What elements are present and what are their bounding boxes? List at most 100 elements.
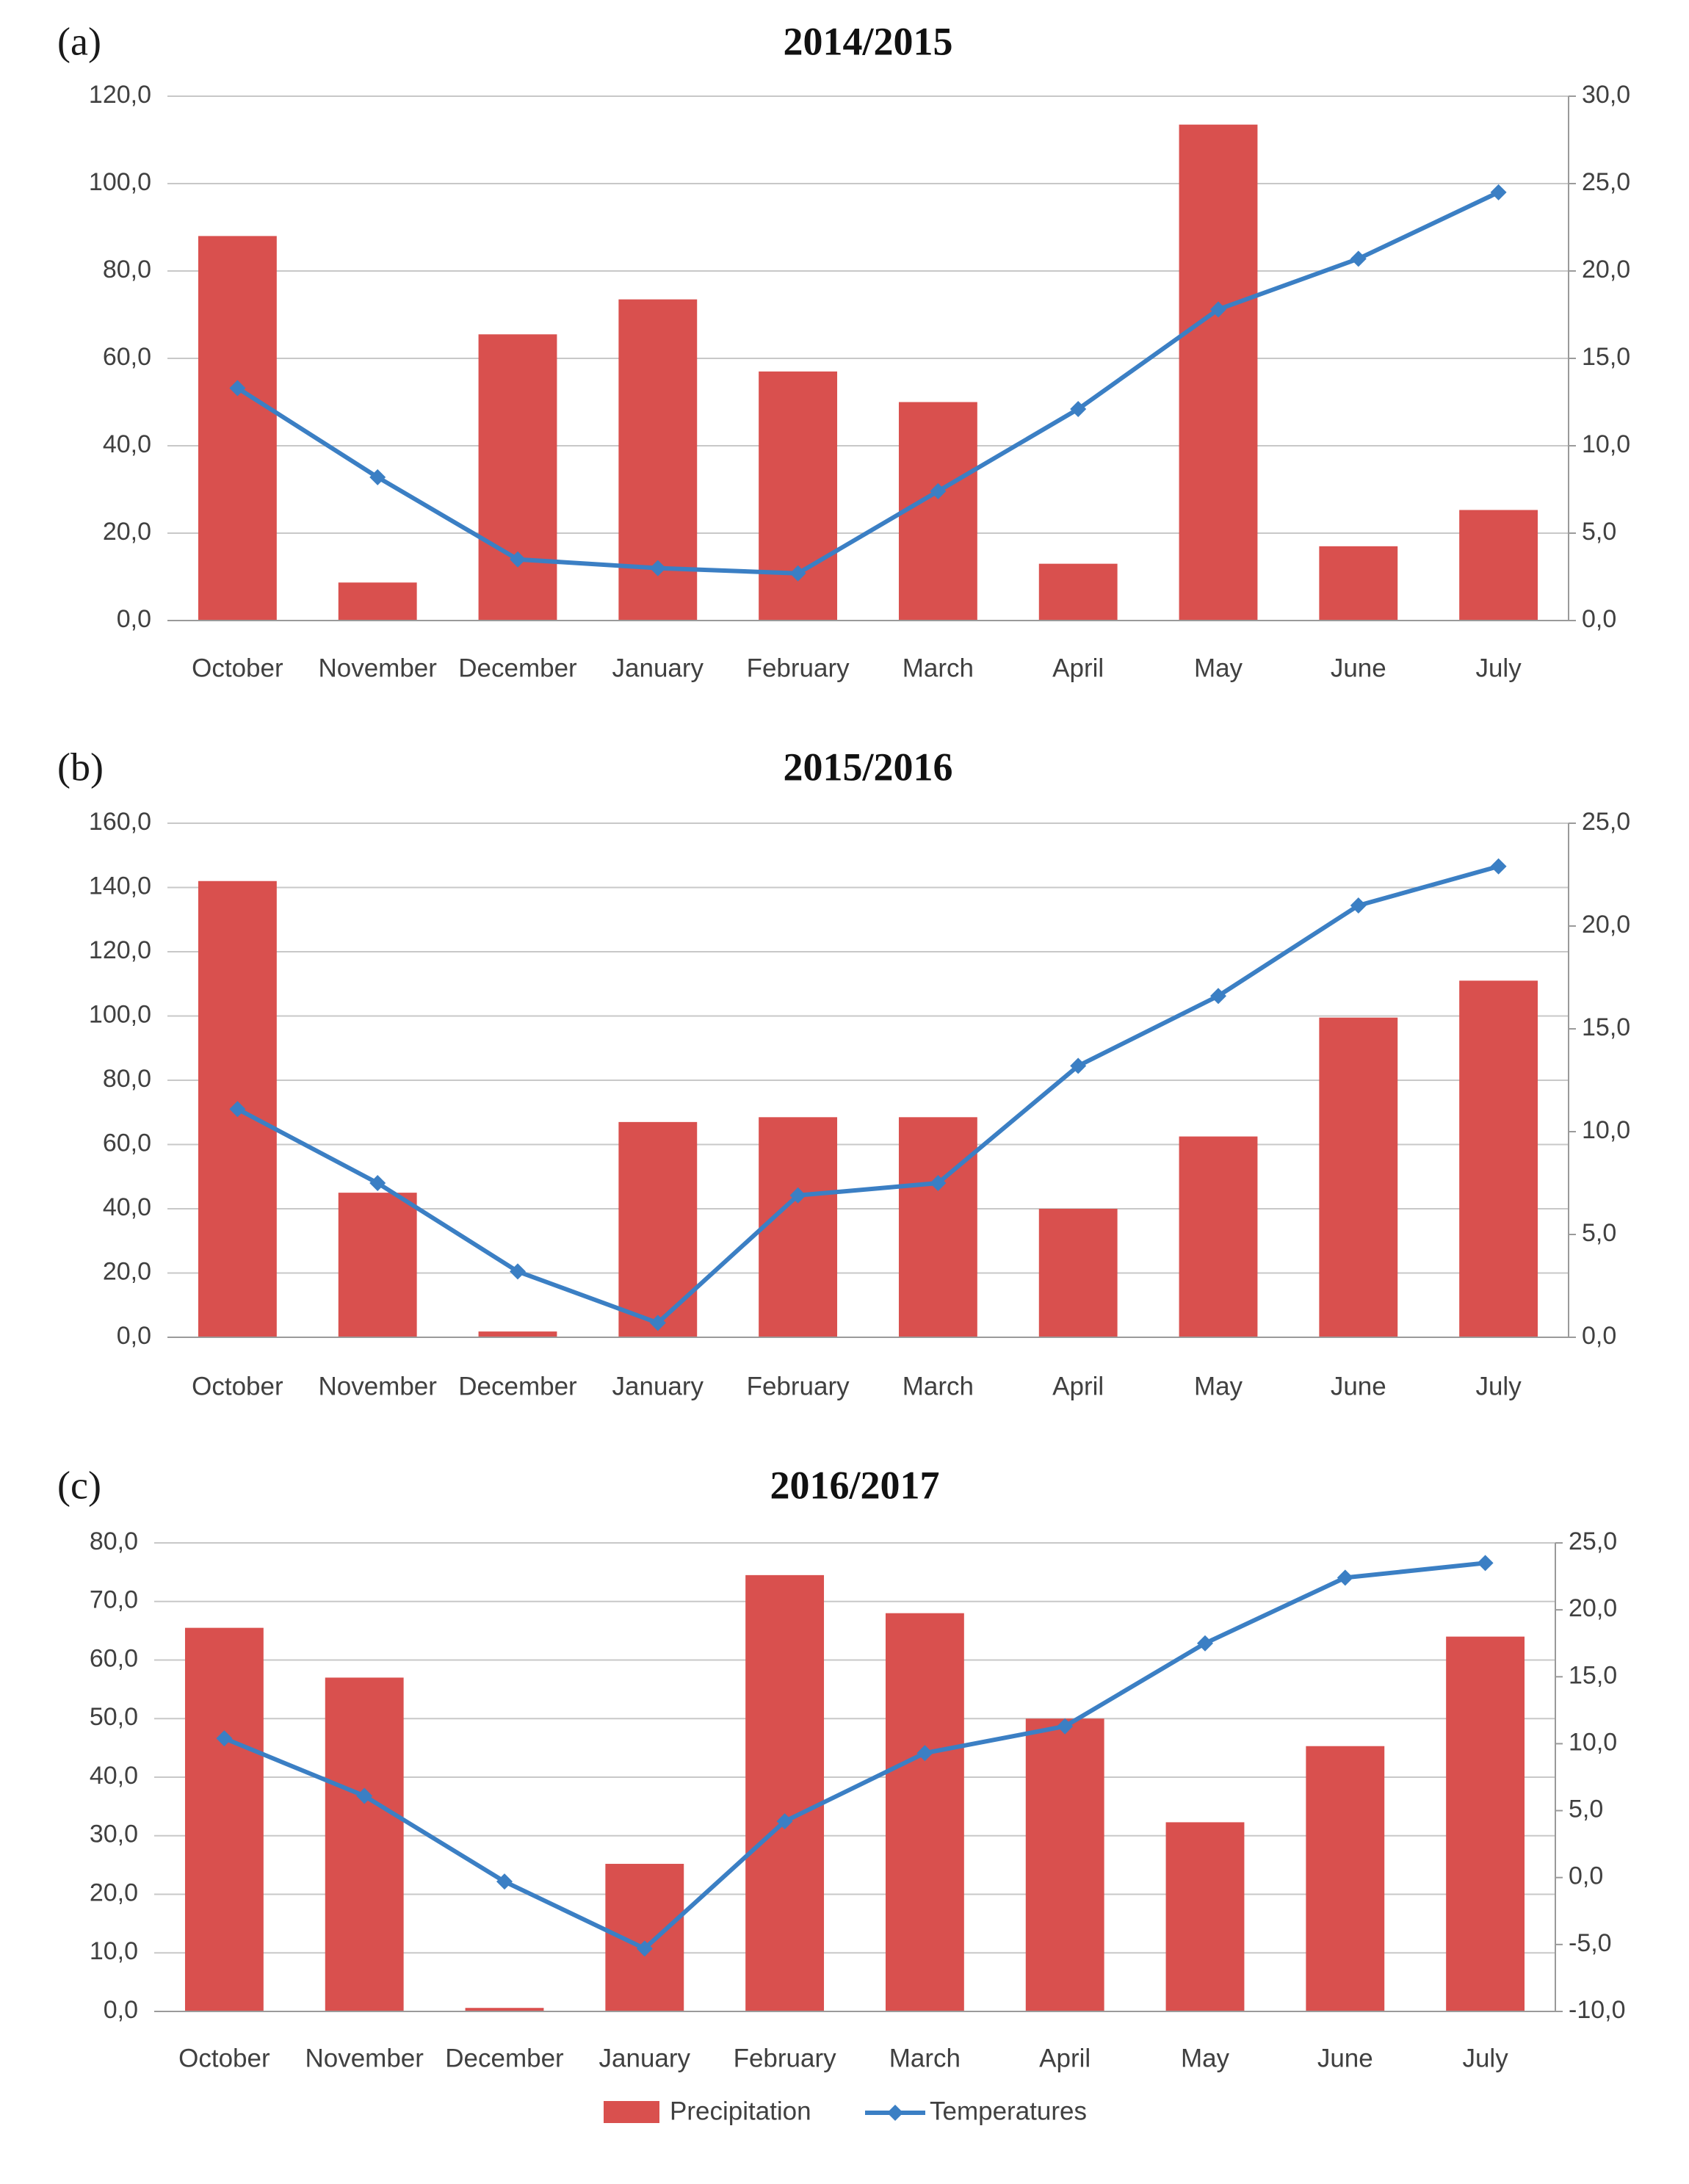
right-axis-tick-label: 20,0 <box>1569 1594 1617 1622</box>
category-label: June <box>1331 654 1386 682</box>
left-axis-tick-label: 60,0 <box>90 1644 138 1672</box>
right-axis-tick-label: 10,0 <box>1582 1116 1630 1144</box>
left-axis-tick-label: 40,0 <box>90 1762 138 1790</box>
panel-label: (b) <box>57 745 104 789</box>
chart-title: 2015/2016 <box>783 745 952 789</box>
category-label: July <box>1462 2044 1508 2072</box>
category-label: February <box>734 2044 837 2072</box>
left-axis-tick-label: 30,0 <box>90 1820 138 1848</box>
left-axis-tick-label: 0,0 <box>117 1322 151 1350</box>
category-label: October <box>178 2044 270 2072</box>
category-label: January <box>599 2044 691 2072</box>
chart-panel-1: (a) 2014/2015 0,0 20,0 40,0 60,0 80,0 100,0 120,… <box>57 19 1630 682</box>
temperature-point <box>1477 1555 1494 1572</box>
temperature-point <box>496 1873 513 1890</box>
chart-title: 2016/2017 <box>770 1463 939 1507</box>
right-axis-tick-label: 15,0 <box>1569 1661 1617 1689</box>
left-axis-tick-label: 40,0 <box>103 430 151 458</box>
left-axis-tick-label: 0,0 <box>104 1996 138 2024</box>
temperature-point <box>216 1730 233 1747</box>
right-axis-tick-label: 0,0 <box>1582 1322 1616 1350</box>
precipitation-bar <box>1459 510 1538 621</box>
precipitation-bar <box>898 402 977 621</box>
temperature-point <box>1337 1569 1353 1586</box>
precipitation-bar <box>338 1193 417 1337</box>
temperature-line <box>236 864 1500 1326</box>
category-label: November <box>318 1372 437 1400</box>
left-axis-tick-label: 80,0 <box>103 1065 151 1093</box>
category-label: May <box>1181 2044 1230 2072</box>
precipitation-bar <box>325 1677 404 2011</box>
precipitation-bar <box>1306 1746 1385 2011</box>
temperature-point <box>1490 858 1507 875</box>
category-label: June <box>1331 1372 1386 1400</box>
right-axis-tick-label: 0,0 <box>1582 605 1616 633</box>
right-axis-tick-label: 5,0 <box>1582 518 1616 546</box>
precipitation-bar <box>184 1627 264 2011</box>
left-axis-tick-label: 160,0 <box>89 808 151 836</box>
left-axis-tick-label: 100,0 <box>89 168 151 196</box>
precipitation-bar <box>1446 1636 1525 2011</box>
category-label: April <box>1052 654 1104 682</box>
chart-panel-2: (b) 2015/2016 0,0 20,0 40,0 60,0 80,0 100,0 120,… <box>57 745 1630 1400</box>
temperature-point <box>1070 1057 1087 1074</box>
left-axis-tick-label: 20,0 <box>90 1879 138 1906</box>
temperature-point <box>229 1101 246 1118</box>
left-axis-tick-label: 40,0 <box>103 1193 151 1221</box>
precipitation-bar <box>478 334 557 621</box>
temperature-point <box>510 551 526 568</box>
left-axis-tick-label: 50,0 <box>90 1703 138 1731</box>
temperature-point <box>1197 1635 1213 1652</box>
category-label: December <box>445 2044 564 2072</box>
temperature-line <box>223 1561 1486 1951</box>
temperature-point <box>1350 250 1367 267</box>
legend-temperature-marker <box>887 2105 903 2121</box>
left-axis-tick-label: 0,0 <box>117 605 151 633</box>
right-axis-tick-label: -5,0 <box>1569 1929 1612 1957</box>
temperature-point <box>636 1940 653 1957</box>
category-label: March <box>903 654 974 682</box>
temperature-point <box>1210 301 1226 318</box>
panel-label: (c) <box>57 1463 101 1507</box>
left-axis-tick-label: 20,0 <box>103 518 151 546</box>
category-label: April <box>1052 1372 1104 1400</box>
category-label: November <box>305 2044 424 2072</box>
temperature-point <box>916 1745 933 1762</box>
precipitation-bar <box>465 2008 544 2011</box>
temperature-point <box>930 482 947 499</box>
left-axis-tick-label: 80,0 <box>103 256 151 283</box>
category-label: February <box>747 1372 850 1400</box>
category-label: October <box>192 1372 283 1400</box>
category-label: March <box>903 1372 974 1400</box>
left-axis-tick-label: 70,0 <box>90 1586 138 1614</box>
right-axis-tick-label: 10,0 <box>1582 430 1630 458</box>
temperature-point <box>510 1263 526 1280</box>
temperature-point <box>229 380 246 397</box>
temperature-point <box>369 469 386 485</box>
right-axis-tick-label: 10,0 <box>1569 1728 1617 1756</box>
precipitation-bar <box>1165 1822 1245 2011</box>
legend-precipitation-swatch <box>604 2101 659 2123</box>
category-label: March <box>889 2044 961 2072</box>
left-axis-tick-label: 10,0 <box>90 1937 138 1965</box>
temperature-point <box>1490 184 1507 200</box>
precipitation-bar <box>1459 980 1538 1337</box>
category-label: December <box>458 654 577 682</box>
left-axis-tick-label: 120,0 <box>89 936 151 964</box>
right-axis-tick-label: 20,0 <box>1582 911 1630 939</box>
precipitation-bar <box>1319 546 1398 621</box>
temperature-point <box>789 565 806 582</box>
category-label: May <box>1194 654 1243 682</box>
precipitation-bar <box>198 236 277 621</box>
chart-panel-3: (c) 2016/2017 0,0 10,0 20,0 30,0 40,0 50,0 60,0 7… <box>57 1463 1626 2072</box>
precipitation-bar <box>338 582 417 621</box>
left-axis-tick-label: 140,0 <box>89 872 151 900</box>
right-axis-tick-label: 15,0 <box>1582 343 1630 371</box>
right-axis-tick-label: 25,0 <box>1569 1527 1617 1555</box>
legend: Precipitation Temperatures <box>604 2097 1087 2125</box>
right-axis-tick-label: 15,0 <box>1582 1013 1630 1041</box>
left-axis-tick-label: 80,0 <box>90 1527 138 1555</box>
temperature-point <box>649 560 666 576</box>
temperature-point <box>1350 897 1367 914</box>
